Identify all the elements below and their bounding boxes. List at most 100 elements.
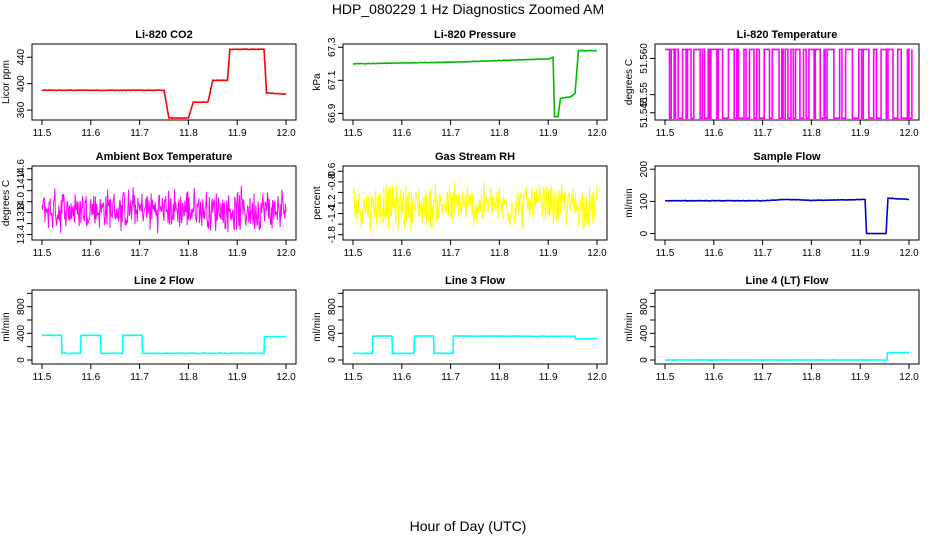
- plot-frame: [342, 43, 608, 121]
- y-tick-label: 360: [16, 101, 27, 118]
- y-tick-label: 800: [16, 298, 27, 315]
- plot-frame: [342, 289, 608, 365]
- panel-title: Li-820 Temperature: [737, 29, 838, 41]
- x-tick-label: 12.0: [587, 248, 607, 259]
- series-line: [352, 181, 598, 231]
- x-tick-label: 12.0: [587, 128, 607, 139]
- x-tick-label: 11.6: [81, 372, 100, 383]
- y-tick-label: 14.0: [16, 191, 27, 211]
- y-axis-label: Licor ppm: [1, 60, 12, 104]
- plot-frame: [654, 165, 920, 241]
- panel-title: Li-820 Pressure: [434, 29, 516, 41]
- x-tick-label: 12.0: [587, 372, 607, 383]
- x-axis-title: Hour of Day (UTC): [409, 518, 527, 534]
- x-tick-label: 11.9: [851, 248, 870, 259]
- series-line: [41, 48, 287, 120]
- y-tick-label: 0: [327, 357, 338, 363]
- y-tick-label: -0.8: [327, 173, 338, 191]
- y-tick-label: 51.545: [639, 97, 650, 128]
- x-tick-label: 11.7: [753, 128, 772, 139]
- y-axis-label: percent: [312, 186, 323, 220]
- x-tick-label: 11.7: [441, 128, 460, 139]
- x-tick-label: 11.7: [130, 372, 149, 383]
- x-tick-label: 11.6: [392, 128, 411, 139]
- y-tick-label: 400: [327, 325, 338, 342]
- x-tick-label: 11.5: [344, 248, 363, 259]
- x-tick-label: 11.5: [656, 372, 675, 383]
- plot-frame: [31, 289, 297, 365]
- x-tick-label: 11.8: [490, 128, 509, 139]
- x-tick-label: 11.7: [130, 128, 149, 139]
- x-tick-label: 11.5: [656, 248, 675, 259]
- x-tick-label: 11.8: [490, 248, 509, 259]
- y-tick-label: -0.6: [327, 162, 338, 180]
- y-tick-label: -1.8: [327, 226, 338, 244]
- series-line: [352, 49, 598, 118]
- plot-frame: [654, 289, 920, 365]
- y-tick-label: 100: [639, 193, 650, 210]
- panel-title: Line 2 Flow: [134, 275, 194, 287]
- y-axis-label: kPa: [312, 73, 323, 91]
- y-tick-label: 66.9: [327, 103, 338, 123]
- y-tick-label: 400: [16, 75, 27, 92]
- figure-title: HDP_080229 1 Hz Diagnostics Zoomed AM: [331, 1, 605, 17]
- x-tick-label: 11.8: [802, 372, 821, 383]
- x-tick-label: 11.7: [441, 372, 460, 383]
- x-tick-label: 11.9: [539, 248, 558, 259]
- x-tick-label: 11.6: [81, 248, 100, 259]
- x-tick-label: 11.9: [851, 372, 870, 383]
- x-tick-label: 11.9: [539, 372, 558, 383]
- panel-title: Line 4 (LT) Flow: [746, 275, 829, 287]
- plot-frame: [31, 165, 297, 241]
- y-tick-label: 400: [16, 325, 27, 342]
- y-axis-label: ml/min: [624, 312, 635, 341]
- x-tick-label: 11.9: [228, 248, 247, 259]
- y-tick-label: 14.4: [16, 170, 27, 190]
- x-tick-label: 11.6: [81, 128, 100, 139]
- x-tick-label: 11.9: [228, 128, 247, 139]
- y-tick-label: 800: [327, 298, 338, 315]
- x-tick-label: 11.8: [490, 372, 509, 383]
- series-line: [41, 333, 287, 355]
- y-tick-label: 0: [639, 230, 650, 236]
- y-tick-label: 800: [639, 298, 650, 315]
- panel-7: Line 2 Flow 11.5 11.6 11.7 11.8 11.9 12.0 0 400 8…: [1, 275, 297, 383]
- x-tick-label: 11.6: [704, 128, 723, 139]
- panel-5: Gas Stream RH 11.5 11.6 11.7 11.8 11.9 12.0 -1.…: [312, 151, 608, 259]
- panel-title: Gas Stream RH: [435, 151, 515, 163]
- panel-1: Li-820 CO2 11.5 11.6 11.7 11.8 11.9 12.0 360 400…: [1, 29, 297, 139]
- y-axis-label: ml/min: [312, 312, 323, 341]
- y-tick-label: 400: [639, 325, 650, 342]
- y-tick-label: 14.6: [16, 159, 27, 179]
- x-tick-label: 11.8: [802, 248, 821, 259]
- y-tick-label: 67.3: [327, 37, 338, 57]
- x-tick-label: 11.5: [344, 128, 363, 139]
- panel-title: Ambient Box Temperature: [96, 151, 233, 163]
- series-line: [664, 197, 909, 235]
- x-tick-label: 11.7: [130, 248, 149, 259]
- x-tick-label: 12.0: [276, 372, 296, 383]
- y-tick-label: 67.1: [327, 70, 338, 90]
- x-tick-label: 11.6: [704, 248, 723, 259]
- x-tick-label: 12.0: [899, 128, 919, 139]
- series-line: [352, 334, 597, 355]
- y-tick-label: -1.2: [327, 194, 338, 212]
- x-tick-label: 11.5: [33, 372, 52, 383]
- series-line: [664, 351, 910, 362]
- y-tick-label: 51.560: [639, 43, 650, 74]
- plot-frame: [31, 43, 297, 121]
- y-axis-label: degrees C: [1, 180, 12, 226]
- y-tick-label: 51.55: [639, 82, 650, 107]
- y-tick-label: 0: [16, 357, 27, 363]
- x-tick-label: 11.8: [179, 128, 198, 139]
- x-tick-label: 11.5: [33, 128, 52, 139]
- x-tick-label: 11.8: [802, 128, 821, 139]
- x-tick-label: 11.5: [344, 372, 363, 383]
- y-tick-label: 0: [639, 357, 650, 363]
- x-tick-label: 11.5: [656, 128, 675, 139]
- series-line: [665, 48, 913, 119]
- y-tick-label: 200: [639, 160, 650, 177]
- x-tick-label: 11.7: [753, 372, 772, 383]
- panel-6: Sample Flow 11.5 11.6 11.7 11.8 11.9 12.0 0 100 2…: [624, 151, 920, 259]
